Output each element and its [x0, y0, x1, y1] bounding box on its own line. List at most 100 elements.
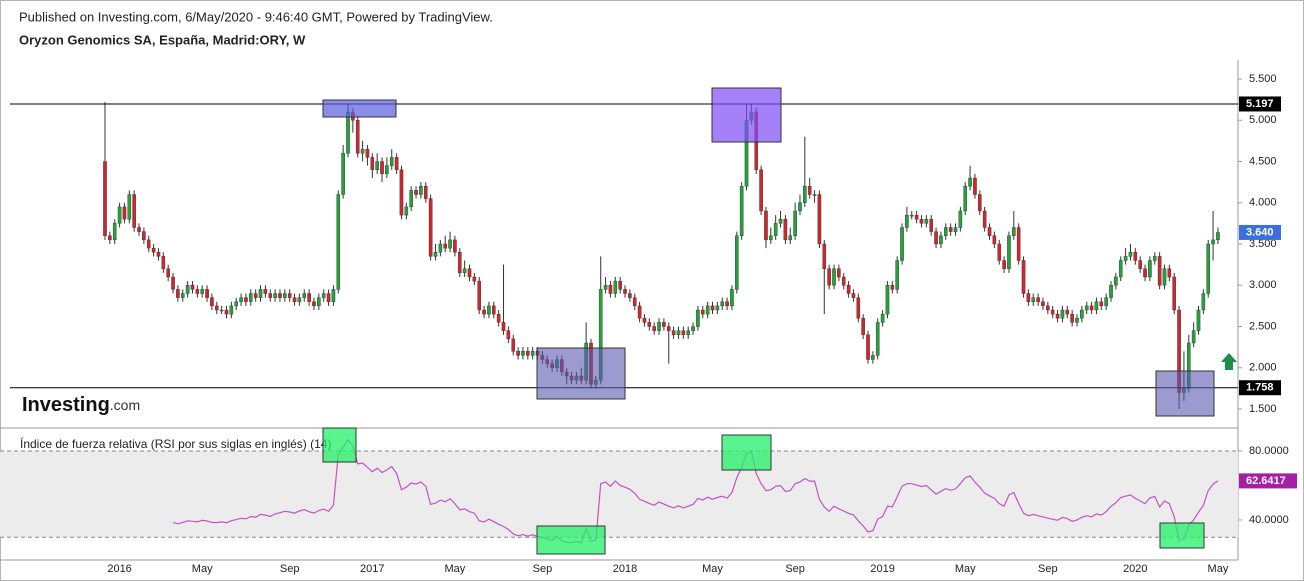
candle-body — [817, 194, 822, 245]
candle-body — [919, 219, 924, 224]
annotations — [322, 87, 1237, 555]
candle-body — [1094, 301, 1099, 311]
candle-body — [1109, 285, 1113, 298]
rsi-highlight-box — [536, 525, 606, 555]
candle-body — [628, 293, 632, 298]
candle-body — [1138, 260, 1142, 269]
candle-body — [258, 289, 263, 298]
candle-body — [1128, 252, 1133, 257]
candle-body — [1036, 297, 1040, 302]
candle-body — [1041, 301, 1045, 307]
candle-body — [122, 206, 127, 220]
rsi-title: Índice de fuerza relativa (RSI por sus s… — [20, 436, 331, 451]
candle-body — [1206, 243, 1211, 294]
candle-body — [1007, 235, 1011, 269]
rsi-highlight-box — [1159, 522, 1205, 549]
candle-body — [142, 231, 146, 241]
candle-body — [846, 285, 851, 294]
candle-body — [841, 276, 846, 286]
candle-body — [302, 293, 307, 298]
y-tick-label: 1.500 — [1249, 403, 1277, 415]
candle-body — [803, 186, 807, 203]
y-tick-label: 3.000 — [1249, 279, 1277, 291]
candle-body — [370, 157, 375, 170]
candle-body — [769, 235, 773, 241]
level-label: 1.758 — [1246, 382, 1274, 394]
candle-body — [389, 157, 394, 166]
candle-body — [1016, 227, 1021, 261]
candle-body — [603, 285, 608, 290]
candle-body — [807, 186, 812, 195]
highlight-box — [1155, 370, 1215, 417]
highlight-box — [322, 99, 397, 118]
candle-body — [467, 268, 472, 278]
x-tick-label: Sep — [785, 563, 805, 575]
candle-body — [1104, 297, 1108, 307]
logo-suffix: .com — [110, 397, 140, 413]
marks: 5.500 5.000 4.500 4.000 3.500 3.000 2.500 2.000… — [0, 73, 1297, 575]
candle-body — [1012, 227, 1016, 236]
candle-body — [1050, 309, 1055, 315]
candle-body — [1021, 260, 1026, 294]
candle-body — [1191, 330, 1196, 344]
candle-body — [409, 190, 413, 208]
candle-body — [385, 165, 389, 175]
candle-body — [700, 309, 705, 315]
candle-body — [1084, 305, 1089, 311]
candle-body — [414, 190, 418, 195]
candle-body — [608, 285, 613, 294]
candle-body — [453, 239, 457, 253]
candle-body — [909, 214, 914, 217]
candle-body — [1026, 293, 1031, 302]
candle-body — [521, 351, 525, 356]
candle-body — [1216, 232, 1220, 241]
x-tick-label: Sep — [1038, 563, 1058, 575]
x-tick-label: 2016 — [107, 563, 131, 575]
candle-body — [1031, 297, 1036, 302]
candle-body — [1211, 239, 1215, 245]
x-tick-label: May — [702, 563, 723, 575]
candle-body — [671, 330, 676, 335]
candle-body — [662, 322, 666, 327]
y-tick-label: 5.500 — [1249, 73, 1277, 85]
candle-body — [1167, 268, 1172, 278]
candle-body — [229, 305, 234, 315]
highlight-box — [536, 347, 626, 400]
candle-body — [336, 194, 341, 290]
candle-body — [103, 161, 107, 236]
candle-body — [156, 252, 161, 257]
candle-body — [696, 309, 700, 327]
candle-body — [399, 169, 404, 216]
candle-body — [341, 153, 345, 195]
candle-body — [219, 309, 224, 312]
candle-body — [1123, 256, 1128, 261]
candle-body — [1201, 293, 1206, 311]
x-tick-label: May — [445, 563, 466, 575]
candle-body — [686, 330, 690, 335]
candle-body — [934, 231, 938, 245]
candle-body — [730, 289, 734, 307]
instrument-title: Oryzon Genomics SA, España, Madrid:ORY, … — [19, 32, 306, 47]
candle-body — [1046, 305, 1050, 311]
candle-body — [705, 305, 710, 315]
candle-body — [851, 293, 856, 298]
candle-body — [914, 214, 919, 220]
candle-body — [151, 247, 156, 253]
candle-body — [224, 309, 229, 315]
candle-body — [1118, 260, 1123, 278]
candle-body — [637, 305, 642, 319]
candle-body — [837, 268, 841, 278]
x-tick-label: 2020 — [1123, 563, 1147, 575]
candle-body — [200, 289, 205, 294]
candle-body — [132, 194, 136, 228]
candle-body — [666, 326, 671, 331]
x-tick-label: May — [192, 563, 213, 575]
candle-body — [1143, 268, 1147, 278]
x-tick-label: 2019 — [870, 563, 894, 575]
candle-body — [496, 313, 501, 323]
candle-body — [720, 301, 725, 307]
candle-body — [764, 210, 768, 241]
candle-body — [623, 289, 627, 294]
candle-body — [958, 210, 963, 228]
